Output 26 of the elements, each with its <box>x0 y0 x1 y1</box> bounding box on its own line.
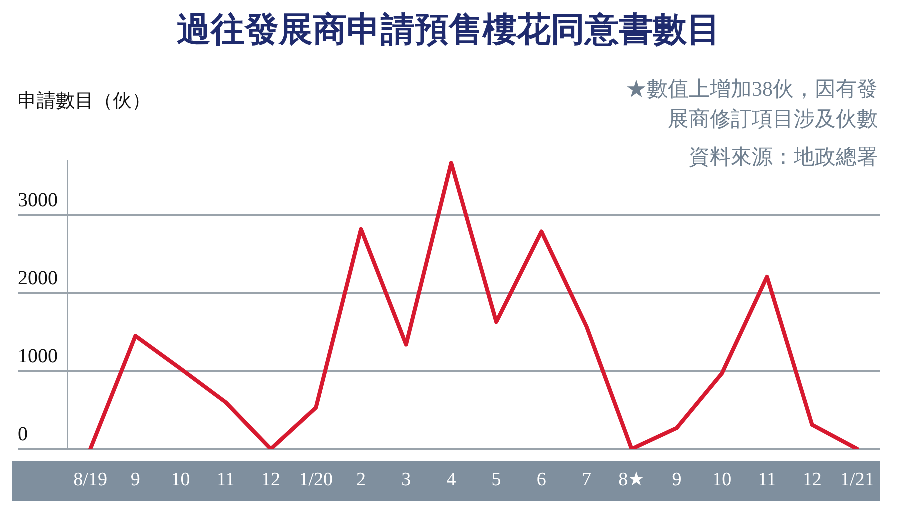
x-tick-label: 12 <box>262 470 280 491</box>
annotation: 資料來源：地政總署 <box>688 144 878 171</box>
x-tick-label: 3 <box>402 470 412 491</box>
y-tick-label: 2000 <box>18 268 58 290</box>
chart-title: 過往發展商申請預售樓花同意書數目 <box>177 11 721 50</box>
x-tick-label: 2 <box>356 470 366 491</box>
x-tick-label: 11 <box>758 470 776 491</box>
x-tick-label: 9 <box>130 470 140 491</box>
x-tick-label: 8/19 <box>74 470 108 491</box>
x-tick-label: 10 <box>712 470 732 491</box>
text: ★數值上增加38伙，因有發展商修訂項目涉及伙數 <box>625 76 878 133</box>
y-tick-label: 3000 <box>18 190 58 212</box>
x-tick-label: 1/20 <box>299 470 333 491</box>
x-tick-label: 5 <box>492 470 502 491</box>
x-tick-label: 9 <box>672 470 682 491</box>
x-tick-label: 4 <box>446 470 457 491</box>
x-tick-label: 7 <box>582 470 592 491</box>
x-tick-label: 8★ <box>618 470 646 491</box>
y-tick-label: 1000 <box>18 346 58 368</box>
x-tick-label: 11 <box>216 470 236 491</box>
x-tick-label: 12 <box>802 470 822 491</box>
x-tick-label: 10 <box>171 470 190 491</box>
x-tick-label: 1/21 <box>840 470 874 491</box>
y-tick-label: 0 <box>18 423 28 446</box>
y-axis-title: 申請數目（伙） <box>18 90 151 114</box>
x-tick-label: 6 <box>536 470 546 491</box>
